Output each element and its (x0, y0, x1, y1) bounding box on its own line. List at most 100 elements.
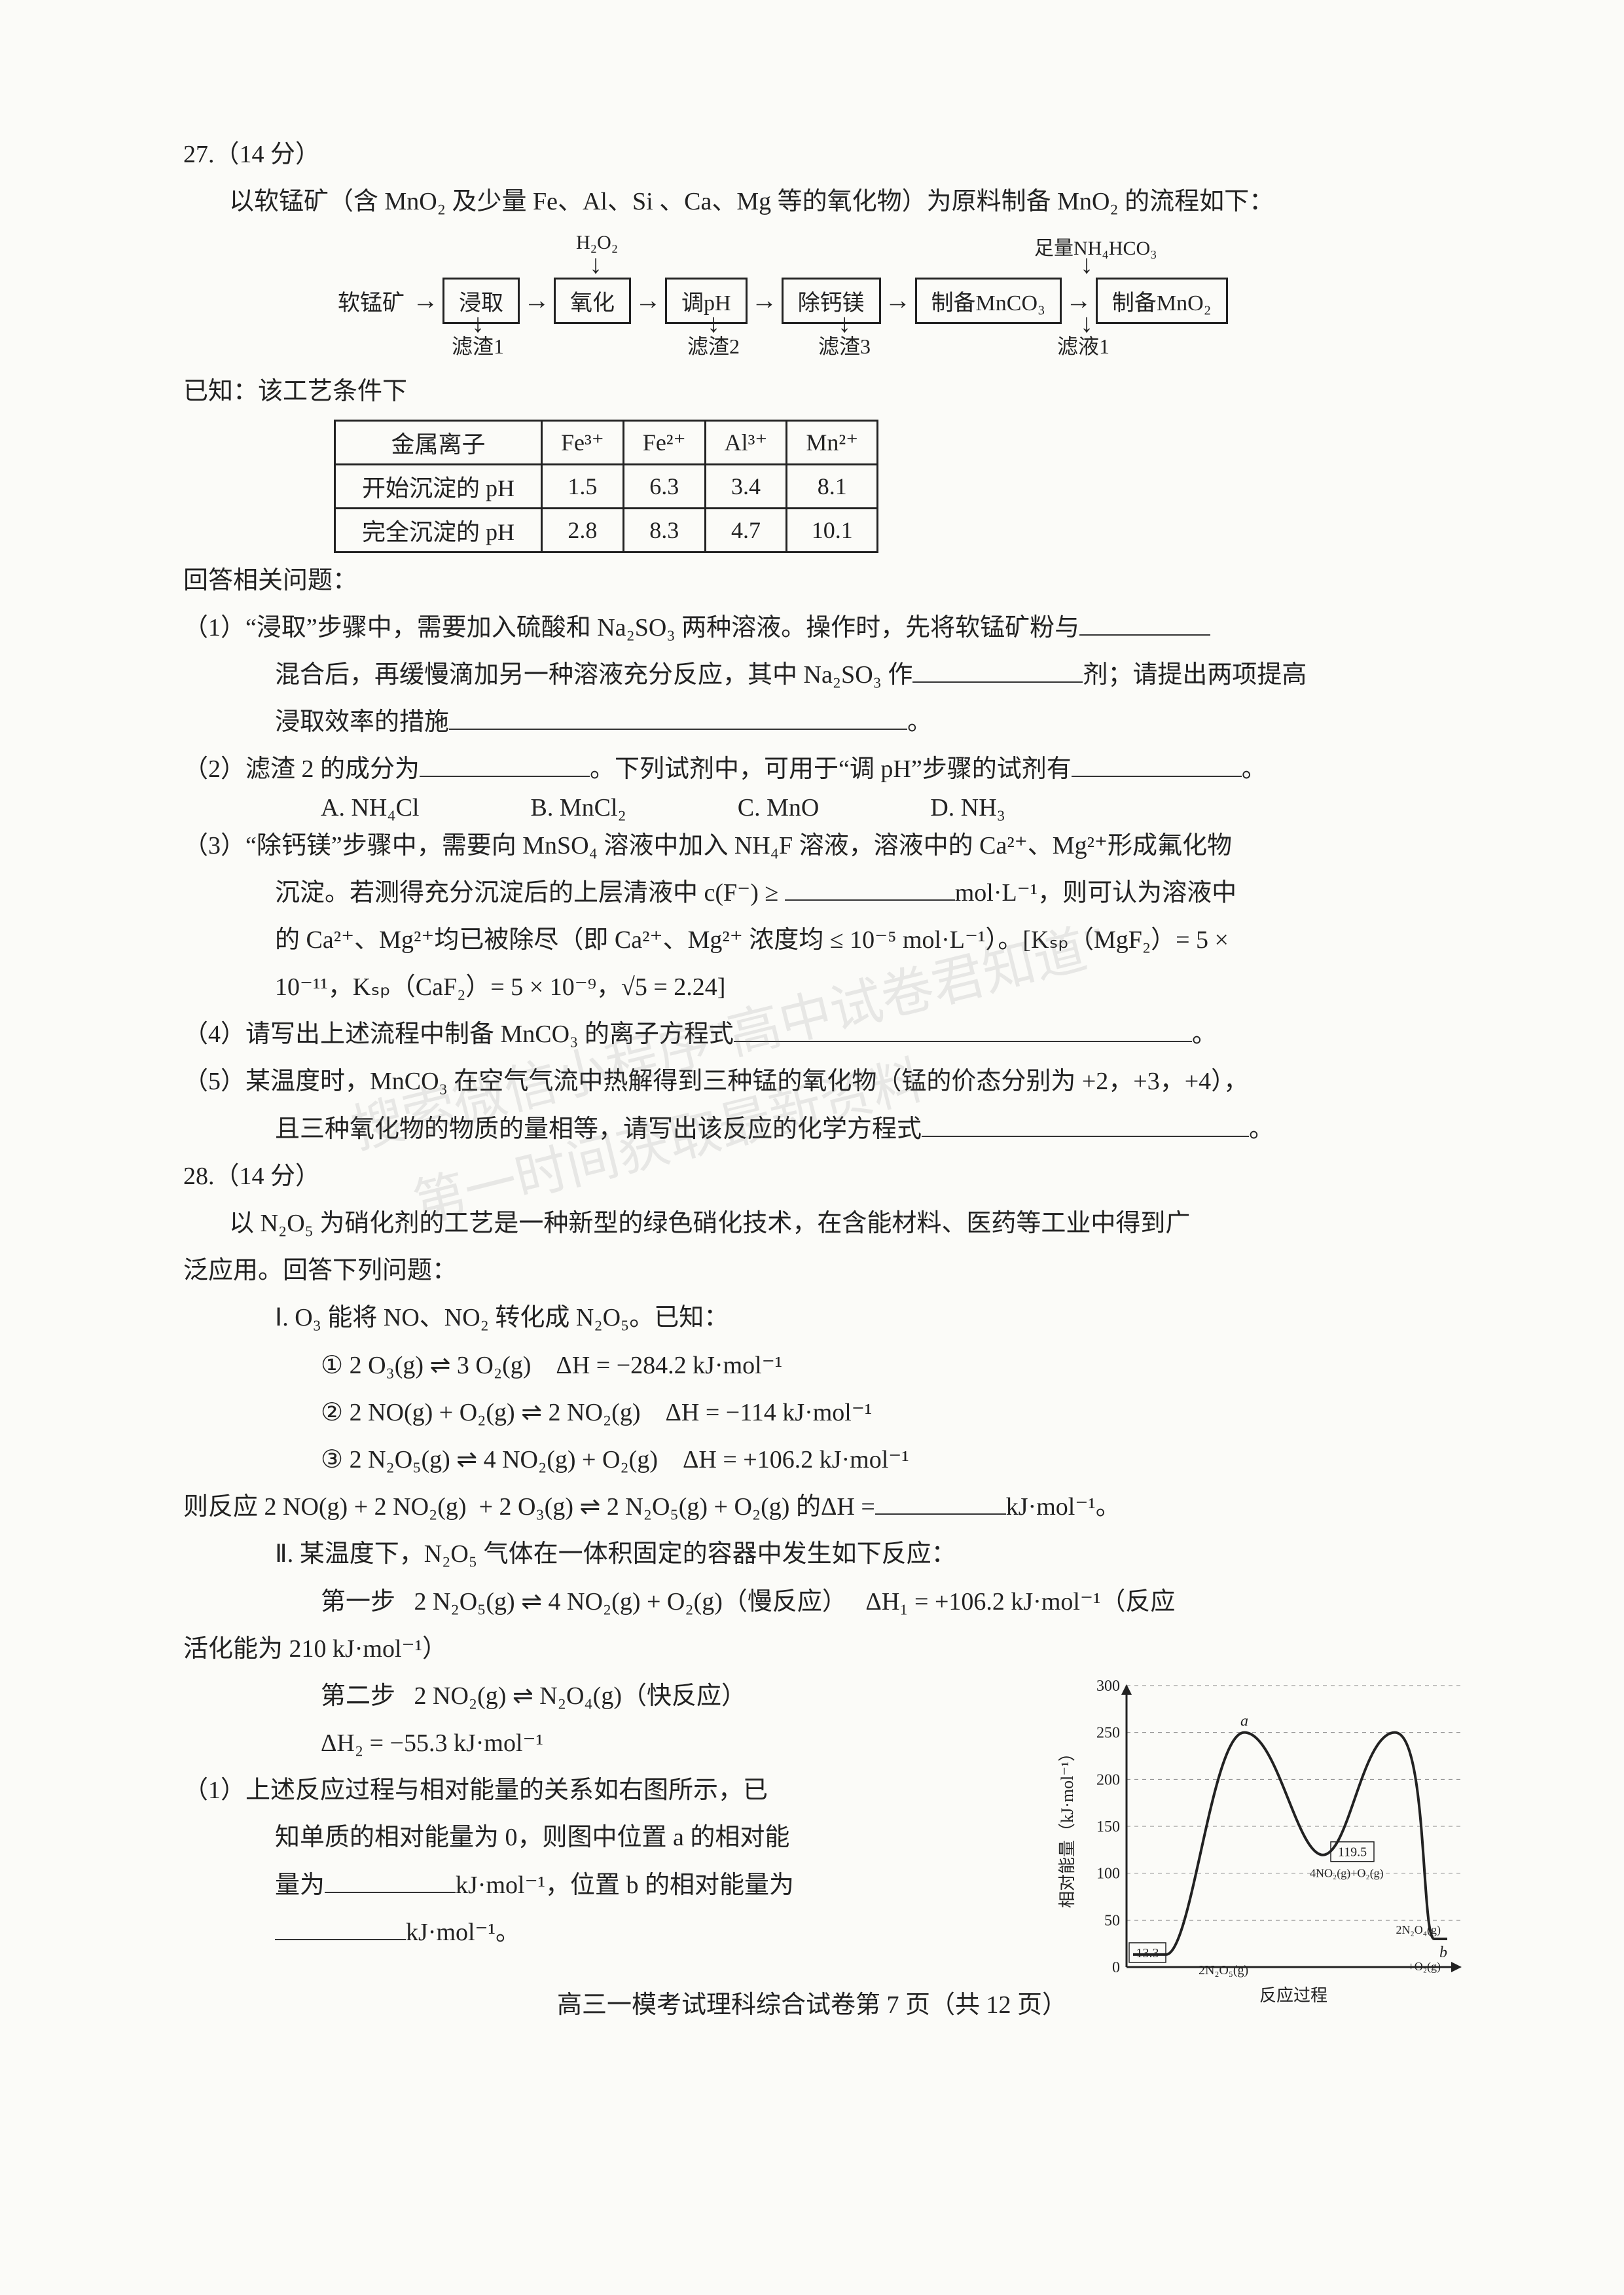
flow-down-arrow-2: ↓ (1080, 250, 1093, 280)
q28-1b: 知单质的相对能量为 0，则图中位置 a 的相对能 (183, 1814, 1035, 1861)
svg-text:2N₂O₅(g): 2N₂O₅(g) (1199, 1963, 1248, 1978)
q28-step2: 第二步 2 NO₂(g) ⇌ N₂O₄(g)（快反应） (183, 1672, 1035, 1720)
blank (449, 705, 907, 730)
q27-1d-text: 浸取效率的措施 (275, 708, 449, 736)
q27-3a: （3）“除钙镁”步骤中，需要向 MnSO₄ 溶液中加入 NH₄F 溶液，溶液中的… (183, 822, 1473, 869)
q28-left-text: 第二步 2 NO₂(g) ⇌ N₂O₄(g)（快反应） ΔH₂ = −55.3 … (183, 1672, 1035, 1956)
flow-arrow: → (408, 286, 442, 316)
svg-text:4NO₂(g)+O₂(g): 4NO₂(g)+O₂(g) (1310, 1867, 1384, 1881)
flow-residue-2: 滤渣3 (818, 330, 871, 360)
ph-h3: Al³⁺ (705, 420, 787, 464)
q28-dH2: ΔH₂ = −55.3 kJ·mol⁻¹ (183, 1720, 1035, 1767)
q28-text-chart-row: 第二步 2 NO₂(g) ⇌ N₂O₄(g)（快反应） ΔH₂ = −55.3 … (183, 1672, 1473, 2013)
q27-3c-text: mol·L⁻¹，则可认为溶液中 (955, 879, 1236, 907)
q28-header: 28.（14 分） (183, 1153, 1473, 1200)
q28-intro1: 以 N₂O₅ 为硝化剂的工艺是一种新型的绿色硝化技术，在含能材料、医药等工业中得… (183, 1200, 1473, 1247)
blank (275, 1915, 406, 1940)
q28-1e-text: kJ·mol⁻¹。 (406, 1919, 520, 1946)
q27-1d: 浸取效率的措施。 (183, 698, 1473, 746)
svg-text:119.5: 119.5 (1338, 1845, 1367, 1860)
ph-row2: 完全沉淀的 pH 2.8 8.3 4.7 10.1 (335, 508, 878, 552)
ph-h0: 金属离子 (335, 420, 542, 464)
ph-row1: 开始沉淀的 pH 1.5 6.3 3.4 8.1 (335, 464, 878, 508)
svg-text:100: 100 (1096, 1866, 1120, 1883)
ph-r1c0: 开始沉淀的 pH (335, 464, 542, 508)
blank (912, 658, 1083, 683)
blank (420, 752, 590, 777)
svg-text:2N₂O₄(g): 2N₂O₄(g) (1396, 1923, 1441, 1937)
flow-box-4: 制备MnCO₃ (915, 278, 1062, 324)
blank (325, 1868, 456, 1893)
q27-intro: 以软锰矿（含 MnO₂ 及少量 Fe、Al、Si 、Ca、Mg 等的氧化物）为原… (183, 178, 1473, 225)
opt-C: C. MnO (738, 793, 820, 822)
blank (875, 1490, 1006, 1515)
q28-intro2: 泛应用。回答下列问题： (183, 1247, 1473, 1294)
q27-2a-text: （2）滤渣 2 的成分为 (183, 755, 420, 783)
svg-text:b: b (1439, 1944, 1447, 1961)
ph-r1c1: 1.5 (542, 464, 624, 508)
flow-residue-1: 滤渣2 (687, 330, 740, 360)
ph-h1: Fe³⁺ (542, 420, 624, 464)
q28-I-head: Ⅰ. O₃ 能将 NO、NO₂ 转化成 N₂O₅。已知： (183, 1294, 1473, 1341)
flow-box-3: 除钙镁 (782, 278, 881, 324)
ph-table: 金属离子 Fe³⁺ Fe²⁺ Al³⁺ Mn²⁺ 开始沉淀的 pH 1.5 6.… (334, 420, 878, 553)
ph-r1c3: 3.4 (705, 464, 787, 508)
q27-1a: （1）“浸取”步骤中，需要加入硫酸和 Na₂SO₃ 两种溶液。操作时，先将软锰矿… (183, 604, 1473, 651)
page-footer: 高三一模考试理科综合试卷第 7 页（共 12 页） (0, 1984, 1624, 2020)
answer-prefix: 回答相关问题： (183, 557, 1473, 604)
svg-text:0: 0 (1112, 1959, 1120, 1976)
q27-3e: 10⁻¹¹，Kₛₚ（CaF₂）= 5 × 10⁻⁹，√5 = 2.24] (183, 964, 1473, 1011)
flow-down-arrow: ↓ (589, 250, 602, 280)
q27-1a-text: （1）“浸取”步骤中，需要加入硫酸和 Na₂SO₃ 两种溶液。操作时，先将软锰矿… (183, 614, 1079, 642)
blank (734, 1017, 1192, 1042)
q27-1b-text: 混合后，再缓慢滴加另一种溶液充分反应，其中 Na₂SO₃ 作 (275, 661, 912, 689)
q28-eq2: ② 2 NO(g) + O₂(g) ⇌ 2 NO₂(g) ΔH = −114 k… (183, 1389, 1473, 1436)
ph-h4: Mn²⁺ (787, 420, 878, 464)
ph-header-row: 金属离子 Fe³⁺ Fe²⁺ Al³⁺ Mn²⁺ (335, 420, 878, 464)
ph-r2c3: 4.7 (705, 508, 787, 552)
flow-arrow: → (631, 286, 665, 316)
ph-r1c2: 6.3 (623, 464, 705, 508)
flow-box-2: 调pH (665, 278, 748, 324)
q28-1c-text: 量为 (275, 1871, 325, 1899)
q27-3b: 沉淀。若测得充分沉淀后的上层清液中 c(F⁻) ≥ mol·L⁻¹，则可认为溶液… (183, 869, 1473, 916)
svg-text:50: 50 (1104, 1912, 1120, 1929)
flow-residue-3: 滤液1 (1057, 330, 1110, 360)
svg-text:150: 150 (1096, 1818, 1120, 1835)
ph-r2c1: 2.8 (542, 508, 624, 552)
flow-start: 软锰矿 (334, 285, 408, 317)
flow-arrow: → (881, 286, 915, 316)
q28-step1b: 活化能为 210 kJ·mol⁻¹） (183, 1625, 1473, 1672)
q28-1a: （1）上述反应过程与相对能量的关系如右图所示，已 (183, 1767, 1035, 1814)
q28-1e: kJ·mol⁻¹。 (183, 1909, 1035, 1956)
known-prefix: 已知：该工艺条件下 (183, 368, 1473, 415)
q27-4-text: （4）请写出上述流程中制备 MnCO₃ 的离子方程式 (183, 1021, 734, 1048)
flow-arrow: → (520, 286, 554, 316)
q27-header: 27.（14 分） (183, 131, 1473, 178)
svg-text:13.3: 13.3 (1136, 1946, 1159, 1961)
q28-eq3: ③ 2 N₂O₅(g) ⇌ 4 NO₂(g) + O₂(g) ΔH = +106… (183, 1436, 1473, 1483)
svg-text:300: 300 (1096, 1678, 1120, 1695)
svg-text:+O₂(g): +O₂(g) (1408, 1960, 1441, 1974)
flow-box-1: 氧化 (554, 278, 631, 324)
blank (785, 876, 955, 901)
q27-2-options: A. NH₄Cl B. MnCl₂ C. MnO D. NH₃ (183, 793, 1473, 822)
flow-nh4hco3-label: 足量NH₄HCO₃ (1034, 232, 1157, 261)
svg-text:250: 250 (1096, 1725, 1120, 1742)
ph-r1c4: 8.1 (787, 464, 878, 508)
q28-I-then: 则反应 2 NO(g) + 2 NO₂(g) + 2 O₃(g) ⇌ 2 N₂O… (183, 1483, 1473, 1530)
q27-2: （2）滤渣 2 的成分为。下列试剂中，可用于“调 pH”步骤的试剂有。 (183, 746, 1473, 793)
q27-5b-text: 且三种氧化物的物质的量相等，请写出该反应的化学方程式 (275, 1115, 922, 1143)
q28-I-then-a: 则反应 2 NO(g) + 2 NO₂(g) + 2 O₃(g) ⇌ 2 N₂O… (183, 1493, 875, 1521)
blank (922, 1112, 1249, 1137)
q28-step1a: 第一步 2 N₂O₅(g) ⇌ 4 NO₂(g) + O₂(g)（慢反应） ΔH… (183, 1578, 1473, 1625)
svg-text:200: 200 (1096, 1771, 1120, 1788)
q27-3b-text: 沉淀。若测得充分沉淀后的上层清液中 c(F⁻) ≥ (275, 879, 785, 907)
opt-A: A. NH₄Cl (321, 793, 419, 822)
q27-3d: 的 Ca²⁺、Mg²⁺均已被除尽（即 Ca²⁺、Mg²⁺ 浓度均 ≤ 10⁻⁵ … (183, 916, 1473, 964)
ph-r2c2: 8.3 (623, 508, 705, 552)
blank (1072, 752, 1242, 777)
q27-1c-text: 剂；请提出两项提高 (1083, 661, 1307, 689)
q28-1cd: 量为kJ·mol⁻¹，位置 b 的相对能量为 (183, 1862, 1035, 1909)
energy-chart: 050100150200250300相对能量（kJ·mol⁻¹）反应过程ab13… (1055, 1672, 1473, 2013)
